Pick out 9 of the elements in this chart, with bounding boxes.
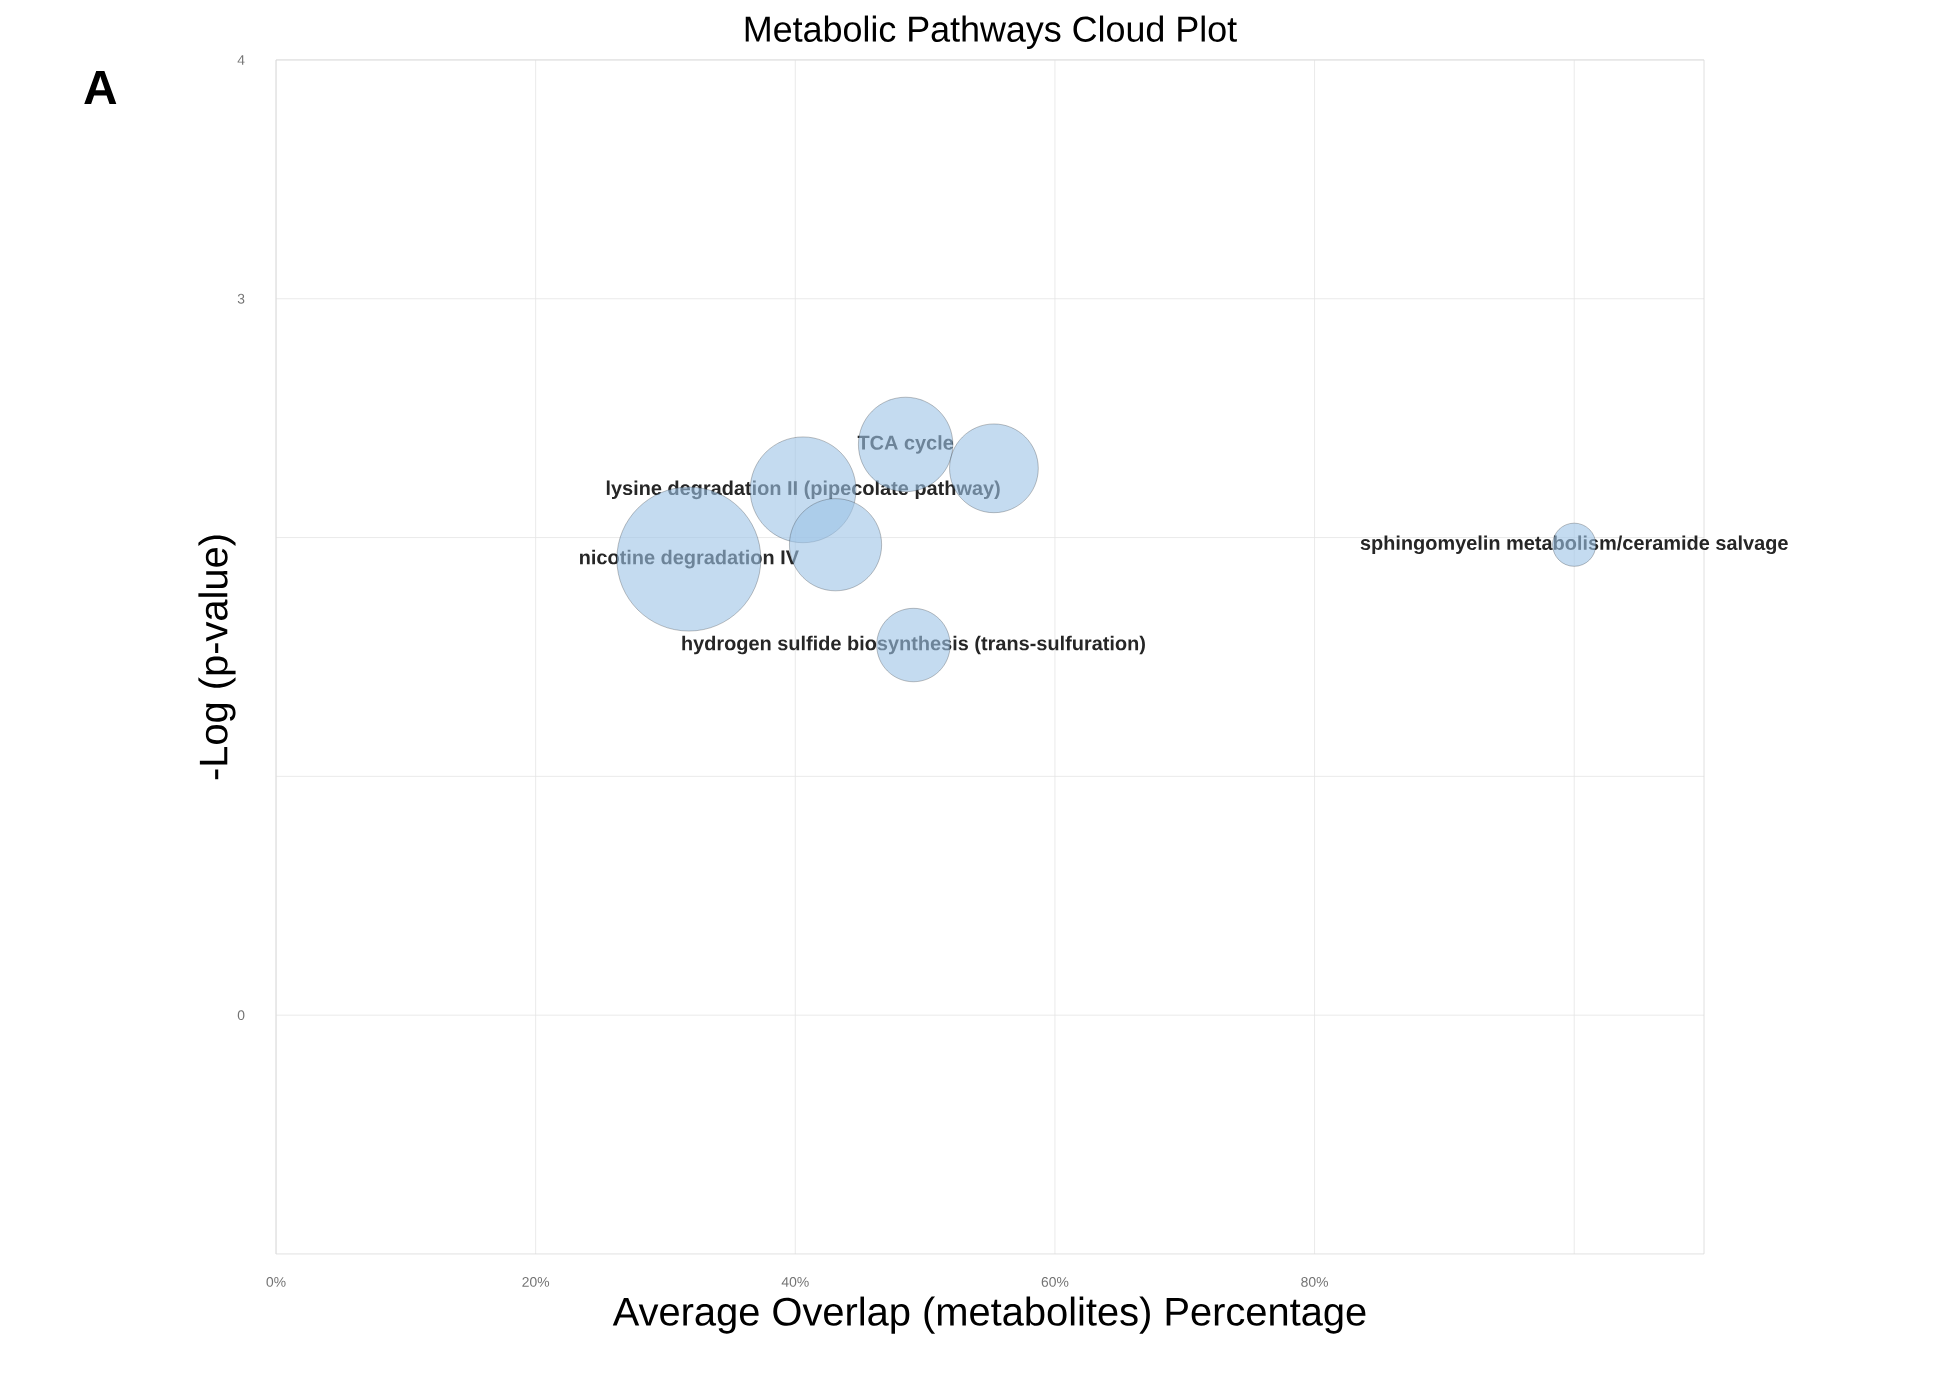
chart-title: Metabolic Pathways Cloud Plot	[745, 15, 1237, 49]
annotation: TCA cycle	[857, 435, 954, 454]
text: A	[84, 71, 117, 104]
x-axis-title: Average Overlap (metabolites) Percentage	[612, 1296, 1366, 1334]
annotation: hydrogen sulfide biosynthesis (trans-sulfuration)	[682, 635, 1145, 655]
annotation: nicotine degradation IV	[580, 549, 799, 569]
annotation: sphingomyelin metabolism/ceramide salvage	[1360, 535, 1788, 555]
y-axis-title: -Log (p-value)	[198, 535, 236, 780]
annotation: lysine degradation II (pipecolate pathway)	[606, 480, 1000, 500]
